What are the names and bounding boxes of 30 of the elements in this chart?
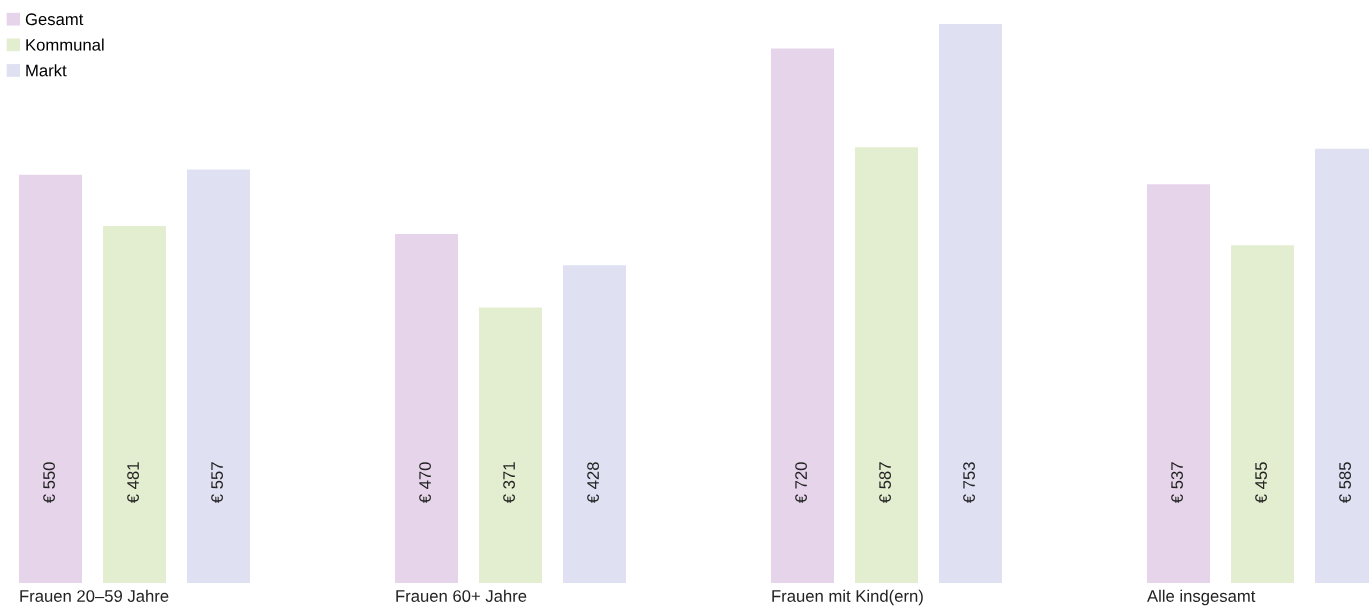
data-label: € 428: [587, 462, 599, 504]
data-label: € 557: [211, 462, 223, 504]
data-label: € 455: [1255, 462, 1267, 504]
data-label: € 371: [503, 462, 515, 504]
bar: [855, 147, 918, 583]
data-label: € 470: [419, 462, 431, 504]
bar: [103, 225, 166, 583]
x-tick-label: Frauen 60+ Jahre: [396, 589, 527, 602]
legend-label: Markt: [26, 64, 67, 77]
legend-label: Kommunal: [26, 38, 104, 51]
bar: [479, 307, 542, 583]
bar: [395, 234, 458, 583]
data-label: € 537: [1171, 462, 1183, 504]
data-label: € 587: [879, 462, 891, 504]
legend-label: Gesamt: [25, 13, 84, 26]
x-tick-label: Frauen 20–59 Jahre: [20, 589, 169, 602]
x-tick-label: Frauen mit Kind(ern): [772, 589, 923, 606]
bar: [187, 169, 250, 583]
bar: [563, 265, 626, 583]
x-tick-label: Alle insgesamt: [1147, 589, 1256, 606]
bar: [1147, 184, 1210, 583]
bar: [939, 24, 1002, 583]
data-label: € 481: [127, 462, 139, 504]
data-label: € 585: [1339, 462, 1351, 504]
data-label: € 753: [963, 462, 975, 504]
bar: [771, 48, 834, 583]
data-label: € 550: [43, 462, 55, 504]
bar: [19, 174, 82, 583]
bar: [1231, 245, 1294, 583]
data-label: € 720: [795, 462, 807, 504]
